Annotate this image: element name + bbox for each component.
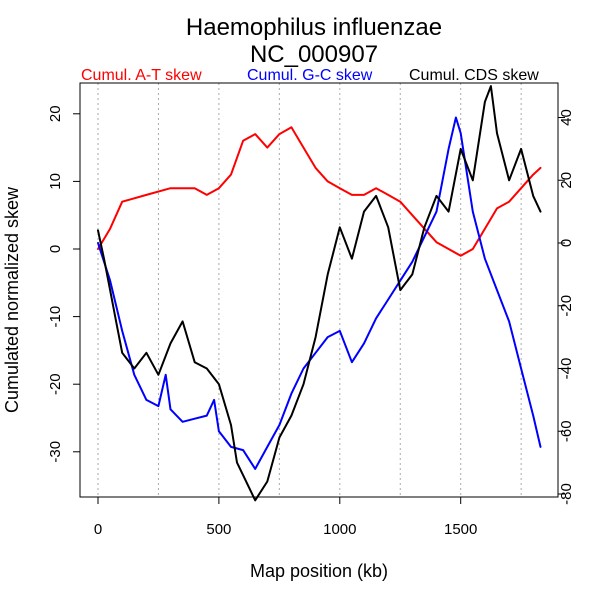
x-axis: 0 500 1000 1500 <box>94 497 477 538</box>
series-line-2 <box>97 85 542 502</box>
y2-tick-label-0: 40 <box>558 109 575 126</box>
y2-tick-label-2: 0 <box>558 239 575 247</box>
y-axis: 20 10 0 -10 -20 -30 <box>47 105 80 463</box>
y-tick-label-3: -10 <box>47 306 64 328</box>
chart-title: Haemophilus influenzae <box>186 14 442 41</box>
legend-at-skew: Cumul. A-T skew <box>81 67 202 84</box>
series-line-0 <box>97 126 542 257</box>
legend-gc-skew: Cumul. G-C skew <box>247 67 373 84</box>
y-axis-label: Cumulated normalized skew <box>2 186 22 413</box>
x-tick-label-1: 500 <box>206 521 231 538</box>
plot-frame <box>79 82 559 498</box>
grid-layer <box>97 83 522 497</box>
legend-cds-skew: Cumul. CDS skew <box>409 67 539 84</box>
y2-axis: 40 20 0 -20 -40 -60 -80 <box>558 109 575 505</box>
y-tick-label-4: -20 <box>47 373 64 395</box>
x-tick-label-0: 0 <box>94 521 102 538</box>
y-tick-label-0: 20 <box>47 105 64 122</box>
x-tick-label-3: 1500 <box>444 521 477 538</box>
x-axis-label: Map position (kb) <box>250 561 388 581</box>
y2-tick-label-5: -60 <box>558 420 575 442</box>
y-tick-label-2: 0 <box>47 245 64 253</box>
chart-subtitle: NC_000907 <box>250 41 378 68</box>
y-tick-label-1: 10 <box>47 173 64 190</box>
y-tick-label-5: -30 <box>47 441 64 463</box>
y2-tick-label-1: 20 <box>558 172 575 189</box>
y2-tick-label-3: -20 <box>558 295 575 317</box>
y2-tick-label-4: -40 <box>558 358 575 380</box>
x-tick-label-2: 1000 <box>323 521 356 538</box>
y2-tick-label-6: -80 <box>558 483 575 505</box>
series-layer <box>97 85 542 502</box>
